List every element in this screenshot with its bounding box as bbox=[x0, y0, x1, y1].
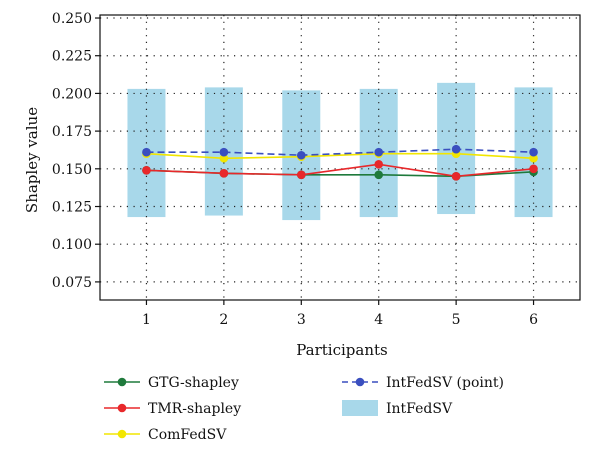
data-point bbox=[451, 172, 461, 181]
data-point bbox=[142, 166, 151, 175]
y-tick-label: 0.200 bbox=[52, 86, 92, 102]
data-point bbox=[374, 147, 384, 157]
legend-label: IntFedSV bbox=[386, 401, 453, 417]
legend-label: IntFedSV (point) bbox=[386, 375, 504, 391]
x-tick-label: 2 bbox=[219, 312, 228, 328]
y-tick-label: 0.100 bbox=[52, 237, 92, 253]
legend-item: GTG-shapley bbox=[104, 375, 239, 391]
data-point bbox=[296, 170, 306, 180]
x-tick-label: 6 bbox=[529, 312, 538, 328]
plot-border bbox=[99, 14, 581, 301]
data-point bbox=[374, 159, 384, 169]
x-axis-label: Participants bbox=[296, 341, 388, 359]
series-line bbox=[146, 163, 534, 178]
legend-marker bbox=[355, 377, 365, 387]
x-tick-label: 4 bbox=[374, 312, 383, 328]
y-tick-label: 0.075 bbox=[52, 275, 92, 291]
data-point bbox=[219, 147, 229, 157]
y-tick-label: 0.125 bbox=[52, 200, 92, 216]
x-tick-label: 3 bbox=[297, 312, 306, 328]
plot-frame bbox=[99, 14, 581, 301]
legend-swatch bbox=[342, 400, 378, 416]
data-point bbox=[374, 170, 384, 180]
y-tick-label: 0.250 bbox=[52, 11, 92, 27]
plot-background bbox=[100, 15, 580, 300]
data-point bbox=[451, 144, 461, 154]
series-line bbox=[146, 148, 534, 157]
data-point bbox=[142, 147, 151, 157]
legend-label: ComFedSV bbox=[148, 427, 227, 443]
series-line bbox=[146, 152, 534, 160]
data-point bbox=[219, 153, 229, 163]
y-tick-label: 0.225 bbox=[52, 49, 92, 65]
y-tick-label: 0.150 bbox=[52, 162, 92, 178]
legend-marker bbox=[117, 403, 127, 413]
legend-label: GTG-shapley bbox=[148, 375, 239, 391]
x-axis: 1 2 3 4 5 6 bbox=[142, 300, 538, 328]
data-point bbox=[296, 150, 306, 160]
series-lines bbox=[142, 144, 538, 181]
legend-item: IntFedSV bbox=[342, 400, 453, 417]
legend-item: ComFedSV bbox=[104, 427, 227, 443]
y-axis: 0.075 0.100 0.125 0.150 0.175 0.200 0.225 0.250 bbox=[52, 11, 100, 291]
legend: GTG-shapley TMR-shapley ComFedSV IntFedSV (… bbox=[104, 375, 504, 443]
data-point bbox=[529, 164, 538, 174]
legend-marker bbox=[117, 377, 127, 387]
legend-marker bbox=[117, 429, 127, 439]
grid-lines bbox=[100, 15, 580, 300]
data-point bbox=[219, 169, 229, 178]
legend-item: IntFedSV (point) bbox=[342, 375, 504, 391]
x-tick-label: 1 bbox=[142, 312, 151, 328]
legend-label: TMR-shapley bbox=[148, 401, 241, 417]
y-tick-label: 0.175 bbox=[52, 124, 92, 140]
x-tick-label: 5 bbox=[452, 312, 461, 328]
data-point bbox=[529, 147, 538, 157]
plot-area bbox=[100, 15, 580, 300]
data-point bbox=[529, 153, 538, 163]
y-axis-label: Shapley value bbox=[23, 107, 41, 213]
legend-item: TMR-shapley bbox=[104, 401, 241, 417]
